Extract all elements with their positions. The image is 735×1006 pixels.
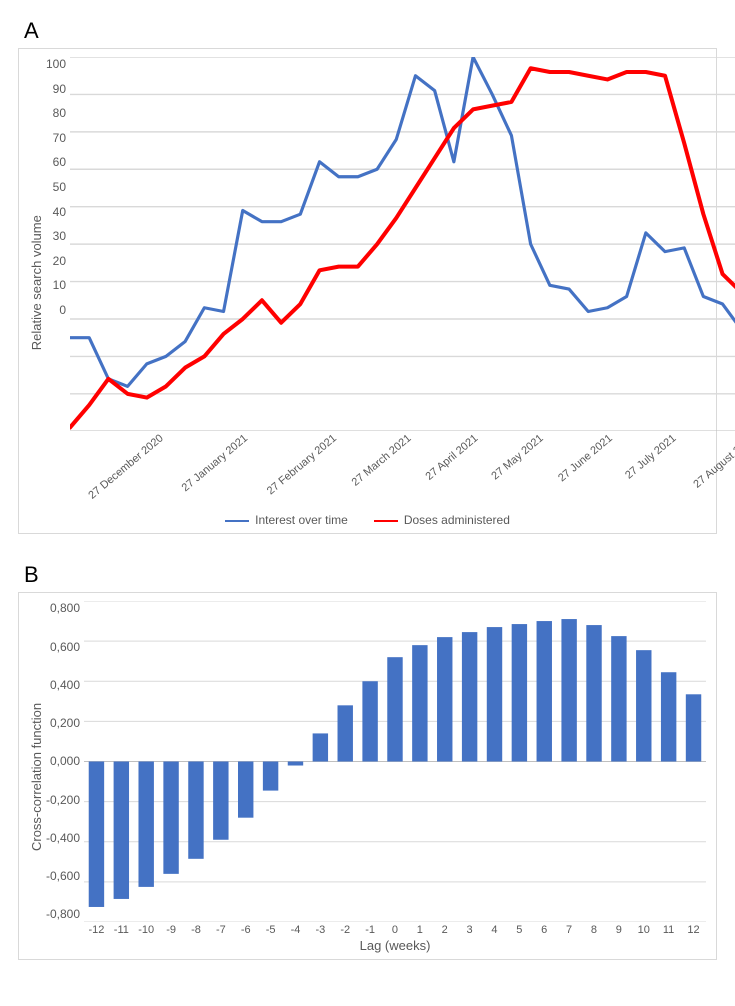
panel-b-y-title: Cross-correlation function — [29, 601, 44, 953]
y-tick: 80 — [53, 106, 66, 120]
x-tick: -4 — [283, 924, 308, 936]
y-tick: 50 — [53, 180, 66, 194]
y-tick: 40 — [53, 205, 66, 219]
x-tick: 2 — [432, 924, 457, 936]
y-tick: 0,800 — [50, 601, 80, 615]
x-tick: -7 — [208, 924, 233, 936]
x-tick: 0 — [383, 924, 408, 936]
x-tick: 3 — [457, 924, 482, 936]
panel-a-plot — [70, 57, 735, 431]
y-tick: -0,400 — [46, 831, 80, 845]
panel-a-y-title: Relative search volume — [29, 57, 44, 509]
x-tick: -9 — [159, 924, 184, 936]
y-tick: 0,400 — [50, 678, 80, 692]
panel-b-x-title: Lag (weeks) — [84, 938, 706, 953]
x-tick: -11 — [109, 924, 134, 936]
x-tick: 7 — [557, 924, 582, 936]
panel-b-plot — [84, 601, 706, 922]
x-tick: -1 — [358, 924, 383, 936]
x-tick: -12 — [84, 924, 109, 936]
y-tick: 100 — [46, 57, 66, 71]
y-tick: 60 — [53, 155, 66, 169]
x-tick: 8 — [582, 924, 607, 936]
x-tick: -5 — [258, 924, 283, 936]
x-tick: -10 — [134, 924, 159, 936]
panel-b-chart: Cross-correlation function 0,800 0,600 0,4… — [18, 592, 717, 960]
panel-b-y-ticks: 0,800 0,600 0,400 0,200 0,000 -0,200 -0,400 -0,… — [46, 601, 84, 921]
x-tick: 6 — [532, 924, 557, 936]
y-tick: 90 — [53, 82, 66, 96]
y-tick: 30 — [53, 229, 66, 243]
x-tick: -8 — [184, 924, 209, 936]
y-tick: -0,200 — [46, 793, 80, 807]
x-tick: 9 — [606, 924, 631, 936]
y-tick: 10 — [53, 278, 66, 292]
y-tick: -0,600 — [46, 869, 80, 883]
y-tick: 0,000 — [50, 754, 80, 768]
x-tick: -6 — [233, 924, 258, 936]
y-tick: 70 — [53, 131, 66, 145]
y-tick: 20 — [53, 254, 66, 268]
x-tick: -2 — [333, 924, 358, 936]
panel-a-y-ticks: 1009080706050403020100 — [46, 57, 70, 317]
panel-a-chart: Relative search volume 10090807060504030… — [18, 48, 717, 534]
y-tick: 0 — [59, 303, 66, 317]
y-tick: -0,800 — [46, 907, 80, 921]
y-tick: 0,200 — [50, 716, 80, 730]
x-tick: 12 — [681, 924, 706, 936]
x-tick: 4 — [482, 924, 507, 936]
panel-a-letter: A — [24, 18, 717, 44]
x-tick: 1 — [407, 924, 432, 936]
y-tick: 0,600 — [50, 640, 80, 654]
x-tick: 11 — [656, 924, 681, 936]
panel-a-x-ticks: 27 December 202027 January 202127 Februa… — [64, 431, 735, 509]
x-tick: -3 — [308, 924, 333, 936]
panel-b-x-ticks: -12-11-10-9-8-7-6-5-4-3-2-10123456789101… — [84, 924, 706, 936]
panel-b-letter: B — [24, 562, 717, 588]
x-tick: 10 — [631, 924, 656, 936]
x-tick: 5 — [507, 924, 532, 936]
